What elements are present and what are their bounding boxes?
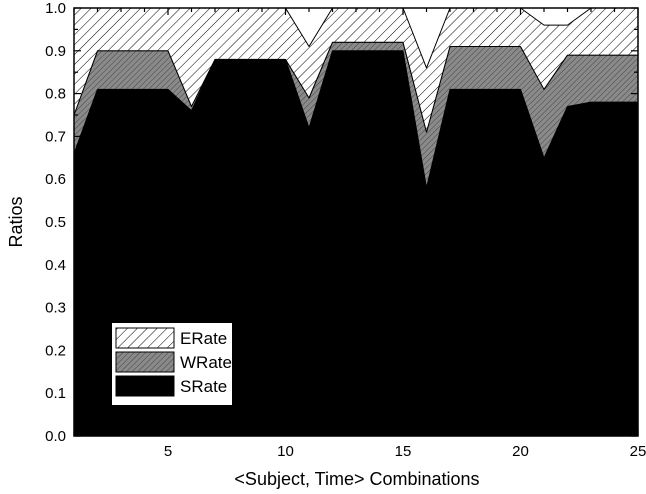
legend: ERate WRate SRate xyxy=(112,323,232,405)
y-tick-label: 0.1 xyxy=(45,385,66,402)
y-tick-label: 0.0 xyxy=(45,428,66,445)
y-tick-label: 0.7 xyxy=(45,128,66,145)
legend-label-wrate: WRate xyxy=(180,353,232,372)
y-tick-label: 0.8 xyxy=(45,86,66,103)
legend-swatch-srate xyxy=(115,375,175,397)
x-tick-label: 10 xyxy=(277,443,294,460)
y-tick-label: 0.4 xyxy=(45,257,66,274)
y-tick-label: 0.3 xyxy=(45,300,66,317)
y-tick-label: 0.5 xyxy=(45,214,66,231)
y-axis-title: Ratios xyxy=(6,196,26,247)
x-tick-label: 15 xyxy=(395,443,412,460)
axes-layer: 0.0 0.1 0.2 0.3 0.4 0.5 0.6 0.7 0.8 0.9 1.0 5 10 15 20… xyxy=(45,0,646,460)
x-axis-title: <Subject, Time> Combinations xyxy=(234,469,479,489)
legend-swatch-wrate xyxy=(115,351,175,373)
legend-label-srate: SRate xyxy=(180,377,227,396)
x-tick-label: 20 xyxy=(512,443,529,460)
y-tick-label: 1.0 xyxy=(45,0,66,17)
y-tick-label: 0.2 xyxy=(45,342,66,359)
y-tick-label: 0.6 xyxy=(45,171,66,188)
x-tick-label: 25 xyxy=(630,443,646,460)
x-tick-label: 5 xyxy=(164,443,172,460)
legend-swatch-erate xyxy=(115,327,175,349)
legend-label-erate: ERate xyxy=(180,329,227,348)
y-tick-label: 0.9 xyxy=(45,43,66,60)
